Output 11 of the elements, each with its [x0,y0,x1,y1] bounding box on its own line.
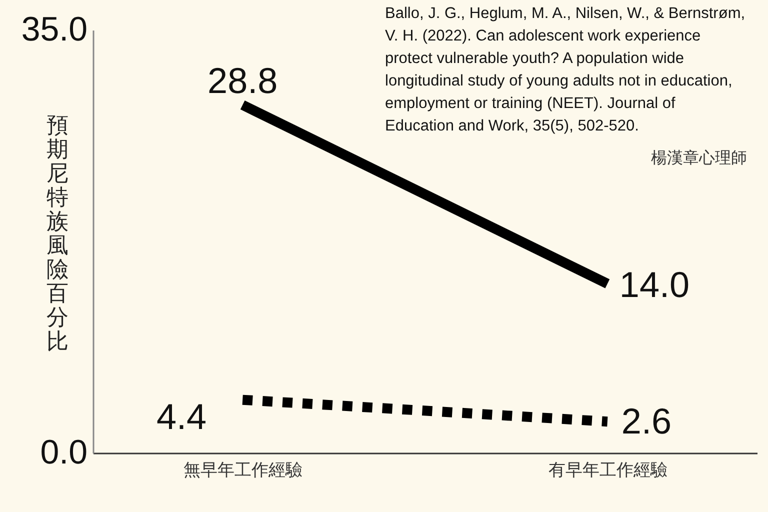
x-tick-label: 無早年工作經驗 [184,460,303,480]
data-label: 14.0 [619,264,690,305]
text: 預期尼特族風險百分比 [46,112,68,354]
data-label: 28.8 [208,60,278,101]
y-tick-label: 0.0 [40,434,88,472]
x-tick-label: 有早年工作經驗 [548,460,668,480]
data-label: 2.6 [621,400,672,442]
data-label: 4.4 [156,396,207,437]
annotation: Ballo, J. G., Heglum, M. A., Nilsen, W., & Bernstrøm, V. H. (2022). Can adolescent work experience protect vulnerable youth? A population wide longitudinal study of young adults not in education, employment or training (NEET). Journal of Education and Work, 35(5), 502-520. [385,5,746,134]
annotation: 楊漢章心理師 [651,149,747,167]
y-tick-label: 35.0 [21,10,88,48]
